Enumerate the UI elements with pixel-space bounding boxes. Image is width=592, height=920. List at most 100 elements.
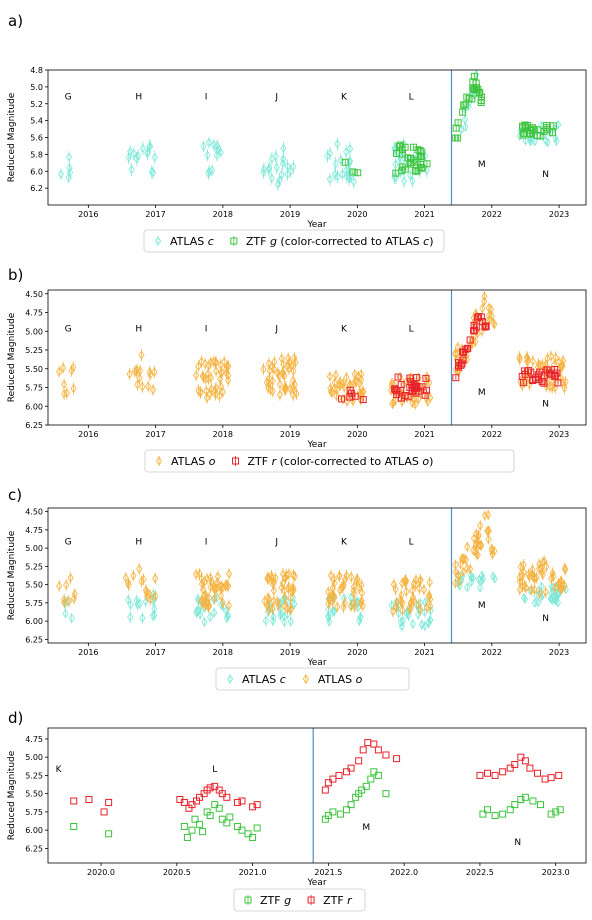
data-point — [359, 386, 366, 397]
plot-area — [56, 509, 569, 632]
y-tick-label: 5.00 — [25, 327, 43, 336]
data-point — [128, 164, 135, 175]
data-point — [529, 356, 536, 366]
data-point — [542, 587, 549, 597]
data-point — [285, 582, 292, 592]
data-point — [536, 588, 543, 599]
data-point — [526, 127, 534, 135]
data-point — [341, 158, 349, 166]
data-point — [198, 595, 205, 606]
data-point — [473, 539, 480, 549]
data-point — [70, 823, 78, 831]
data-point — [557, 361, 564, 372]
data-point — [353, 575, 360, 585]
data-point — [472, 547, 479, 557]
data-point — [485, 534, 492, 544]
data-point — [358, 786, 366, 794]
data-point — [470, 321, 478, 329]
y-tick-label: 5.2 — [30, 100, 43, 109]
data-point — [416, 152, 424, 160]
data-point — [326, 148, 334, 158]
data-point — [343, 372, 350, 383]
data-point — [531, 598, 538, 608]
segment-label: M — [478, 601, 486, 611]
data-point — [478, 575, 486, 586]
data-point — [454, 342, 461, 352]
data-point — [544, 353, 551, 364]
data-point — [477, 520, 484, 531]
data-point — [555, 771, 563, 779]
data-point — [56, 367, 63, 377]
x-tick-label: 2021.5 — [314, 868, 342, 877]
data-point — [195, 361, 202, 372]
data-point — [543, 561, 550, 572]
data-point — [212, 357, 220, 367]
data-point — [516, 572, 523, 583]
data-point — [145, 381, 152, 392]
data-point — [392, 149, 400, 157]
segment-label: H — [135, 537, 142, 547]
axes-frame — [47, 507, 587, 644]
data-point — [457, 559, 464, 569]
data-point — [134, 151, 142, 161]
data-point — [343, 768, 351, 776]
data-point — [529, 797, 537, 805]
data-point — [423, 160, 431, 168]
data-point — [204, 369, 212, 379]
axes-frame — [47, 727, 587, 864]
x-tick-label: 2021 — [414, 210, 434, 219]
y-tick-label: 5.50 — [25, 581, 43, 590]
data-point — [398, 146, 406, 154]
y-tick-label: 5.50 — [25, 790, 43, 799]
data-point — [142, 585, 150, 595]
data-point — [249, 803, 257, 811]
data-point — [466, 336, 474, 344]
legend-entry: ZTF r — [323, 894, 353, 907]
data-point — [452, 134, 460, 142]
data-point — [206, 166, 213, 176]
segment-label: M — [478, 388, 486, 398]
y-tick-label: 5.75 — [25, 808, 43, 817]
data-point — [334, 602, 341, 612]
x-tick-label: 2016 — [78, 648, 98, 657]
data-point — [321, 786, 329, 794]
data-point — [459, 108, 467, 116]
data-point — [212, 386, 219, 396]
x-axis-label: Year — [306, 878, 326, 888]
series-ztf-r — [70, 739, 563, 816]
legend-marker — [244, 896, 252, 904]
plot-area — [57, 70, 562, 192]
legend-box — [143, 229, 445, 253]
data-point — [200, 598, 207, 609]
data-point — [394, 373, 402, 381]
data-point — [530, 125, 538, 133]
data-point — [421, 621, 428, 631]
data-point — [151, 152, 158, 163]
data-point — [214, 571, 222, 582]
data-point — [452, 567, 459, 577]
data-point — [269, 376, 276, 386]
data-point — [263, 377, 270, 388]
legend-entry: ATLAS o — [318, 673, 363, 686]
data-point — [543, 121, 551, 129]
data-point — [452, 559, 459, 570]
data-point — [452, 124, 460, 132]
data-point — [291, 571, 299, 582]
legend-entry: ATLAS o — [171, 455, 216, 468]
data-point — [264, 574, 271, 584]
x-tick-label: 2023 — [549, 210, 569, 219]
legend-entry: ATLAS c — [170, 235, 214, 248]
data-point — [331, 592, 338, 602]
data-point — [461, 101, 469, 109]
data-point — [333, 391, 340, 401]
data-point — [423, 376, 430, 386]
data-point — [397, 141, 405, 149]
data-point — [150, 385, 157, 395]
data-point — [207, 612, 214, 622]
data-point — [488, 543, 495, 554]
data-point — [474, 550, 481, 560]
data-point — [204, 150, 211, 160]
data-point — [353, 376, 360, 387]
data-point — [207, 373, 215, 383]
data-point — [151, 593, 158, 604]
